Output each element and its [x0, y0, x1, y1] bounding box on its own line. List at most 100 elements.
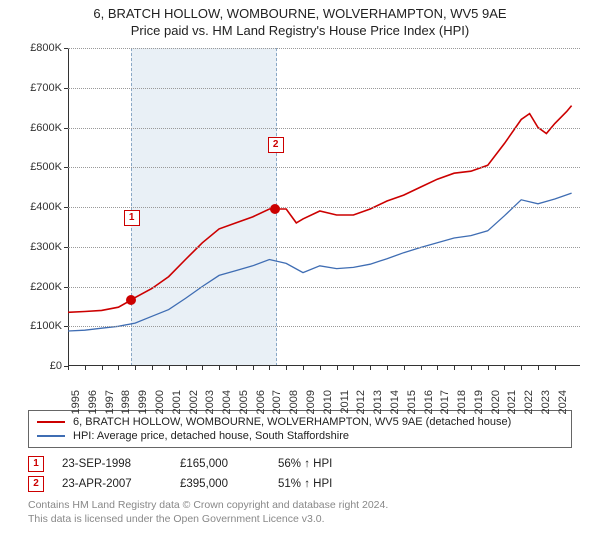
ytick [64, 326, 68, 327]
xtick [421, 366, 422, 370]
xtick-label: 2001 [171, 390, 183, 414]
xtick-label: 2019 [473, 390, 485, 414]
xtick [236, 366, 237, 370]
xtick-label: 2004 [221, 390, 233, 414]
xtick [152, 366, 153, 370]
xtick-label: 1999 [137, 390, 149, 414]
xtick [538, 366, 539, 370]
ytick [64, 128, 68, 129]
xtick [353, 366, 354, 370]
legend-swatch [37, 435, 65, 437]
ytick-label: £0 [20, 360, 62, 372]
xtick [370, 366, 371, 370]
xtick [219, 366, 220, 370]
xtick-label: 2024 [557, 390, 569, 414]
gridline [68, 167, 580, 168]
sale-row: 1 23-SEP-1998 £165,000 56% ↑ HPI [28, 454, 572, 474]
chart-container: 6, BRATCH HOLLOW, WOMBOURNE, WOLVERHAMPT… [0, 0, 600, 526]
series-property [68, 106, 572, 313]
titles: 6, BRATCH HOLLOW, WOMBOURNE, WOLVERHAMPT… [0, 0, 600, 42]
legend-box: 6, BRATCH HOLLOW, WOMBOURNE, WOLVERHAMPT… [28, 410, 572, 448]
xtick [186, 366, 187, 370]
xtick-label: 2022 [523, 390, 535, 414]
sale-marker-dot [270, 204, 280, 214]
ytick [64, 247, 68, 248]
ytick-label: £200K [20, 281, 62, 293]
xtick-label: 2017 [439, 390, 451, 414]
series-hpi [68, 193, 572, 331]
xtick-label: 2009 [305, 390, 317, 414]
xtick [404, 366, 405, 370]
xtick [85, 366, 86, 370]
xtick [269, 366, 270, 370]
title-subtitle: Price paid vs. HM Land Registry's House … [10, 23, 590, 38]
sale-date: 23-SEP-1998 [62, 458, 162, 470]
xtick-label: 2011 [339, 390, 351, 414]
xtick-label: 2005 [238, 390, 250, 414]
legend-swatch [37, 421, 65, 423]
xtick [337, 366, 338, 370]
title-address: 6, BRATCH HOLLOW, WOMBOURNE, WOLVERHAMPT… [10, 6, 590, 21]
sale-num-box: 2 [28, 476, 44, 492]
ytick-label: £300K [20, 241, 62, 253]
xtick-label: 2007 [271, 390, 283, 414]
ytick [64, 48, 68, 49]
xtick [253, 366, 254, 370]
xtick [454, 366, 455, 370]
footer-attribution: Contains HM Land Registry data © Crown c… [28, 498, 572, 526]
xtick [169, 366, 170, 370]
ytick-label: £800K [20, 42, 62, 54]
plot-region: 12 [68, 48, 580, 366]
legend-row: 6, BRATCH HOLLOW, WOMBOURNE, WOLVERHAMPT… [37, 415, 563, 429]
xtick-label: 2012 [355, 390, 367, 414]
xtick [303, 366, 304, 370]
legend-row: HPI: Average price, detached house, Sout… [37, 429, 563, 443]
xtick-label: 2020 [490, 390, 502, 414]
xtick [135, 366, 136, 370]
ytick [64, 207, 68, 208]
xtick [488, 366, 489, 370]
sale-delta: 56% ↑ HPI [278, 458, 358, 470]
gridline [68, 326, 580, 327]
xtick [286, 366, 287, 370]
gridline [68, 128, 580, 129]
sale-price: £165,000 [180, 458, 260, 470]
xtick-label: 1995 [70, 390, 82, 414]
xtick-label: 2006 [255, 390, 267, 414]
xtick-label: 2010 [322, 390, 334, 414]
xtick [118, 366, 119, 370]
ytick [64, 287, 68, 288]
sale-marker-label: 2 [268, 137, 284, 153]
xtick-label: 2023 [540, 390, 552, 414]
footer-line1: Contains HM Land Registry data © Crown c… [28, 498, 572, 512]
xtick-label: 2008 [288, 390, 300, 414]
xtick [437, 366, 438, 370]
xtick-label: 2003 [204, 390, 216, 414]
sale-price: £395,000 [180, 478, 260, 490]
xtick-label: 1997 [104, 390, 116, 414]
footer-line2: This data is licensed under the Open Gov… [28, 512, 572, 526]
xtick [202, 366, 203, 370]
gridline [68, 247, 580, 248]
gridline [68, 287, 580, 288]
xtick-label: 2021 [506, 390, 518, 414]
xtick-label: 1998 [120, 390, 132, 414]
xtick [68, 366, 69, 370]
gridline [68, 88, 580, 89]
xtick-label: 2002 [188, 390, 200, 414]
sale-row: 223-APR-2007£395,00051% ↑ HPI [28, 474, 572, 494]
xtick-label: 2013 [372, 390, 384, 414]
sale-num-box: 1 [28, 456, 44, 472]
xtick-label: 2000 [154, 390, 166, 414]
sales-table: 1 23-SEP-1998 £165,000 56% ↑ HPI 223-APR-200… [28, 454, 572, 494]
ytick [64, 88, 68, 89]
ytick-label: £500K [20, 161, 62, 173]
chart-area: £0£100K£200K£300K£400K£500K£600K£700K£80… [20, 42, 580, 402]
legend-label: HPI: Average price, detached house, Sout… [73, 430, 349, 442]
xtick-label: 2014 [389, 390, 401, 414]
xtick-label: 2018 [456, 390, 468, 414]
xtick-label: 2016 [423, 390, 435, 414]
xtick-label: 1996 [87, 390, 99, 414]
legend-label: 6, BRATCH HOLLOW, WOMBOURNE, WOLVERHAMPT… [73, 416, 511, 428]
xtick [102, 366, 103, 370]
